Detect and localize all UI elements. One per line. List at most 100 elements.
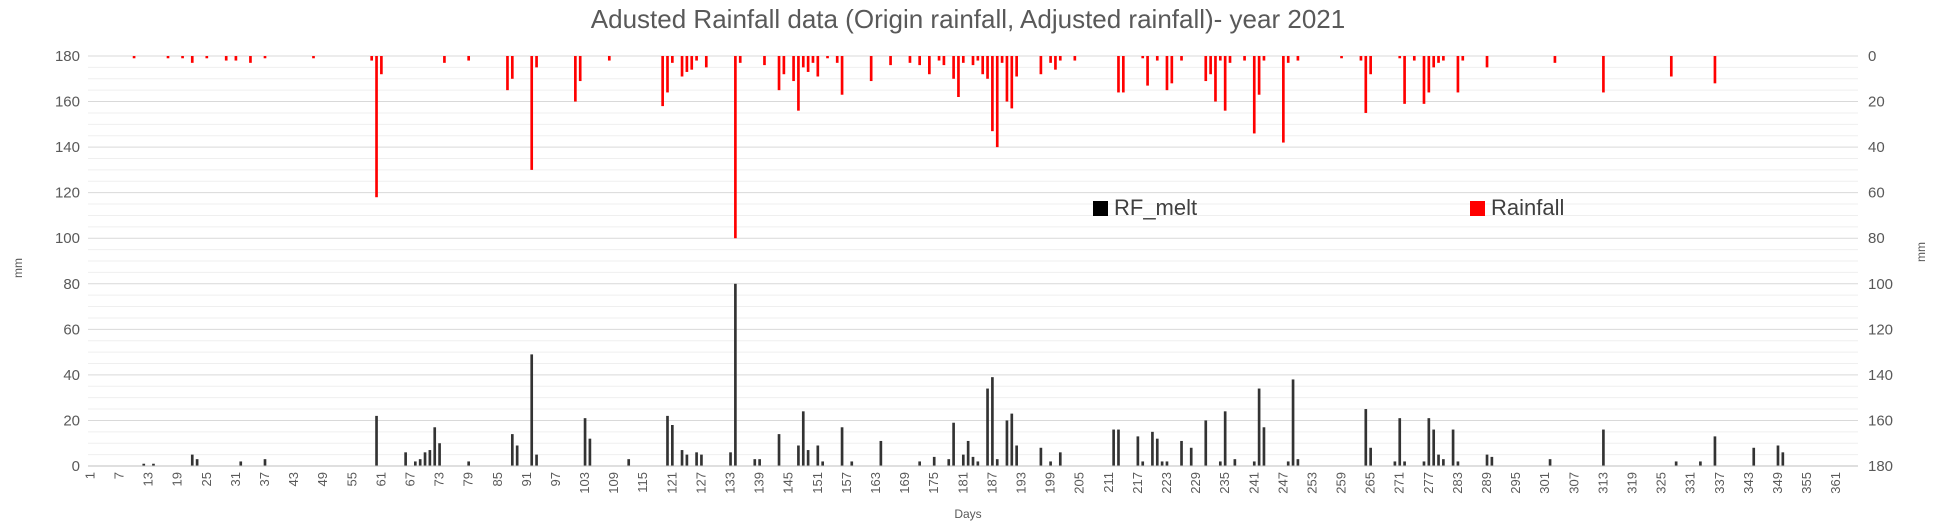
left-y-tick-label: 20: [63, 412, 80, 429]
rainfall-bar: [224, 56, 228, 61]
rainfall-bar: [777, 56, 781, 91]
rainfall-bar: [1262, 56, 1266, 61]
legend-swatch-rainfall: [1470, 201, 1485, 216]
rf-melt-bar: [239, 461, 243, 466]
x-tick-label: 193: [1013, 472, 1028, 494]
rf-melt-bar: [1223, 411, 1227, 466]
rf-melt-bar: [530, 354, 534, 466]
rf-melt-bar: [700, 454, 703, 466]
rf-melt-bar: [1257, 388, 1261, 466]
rainfall-bar: [942, 56, 946, 66]
rainfall-bar: [695, 56, 698, 61]
rf-melt-bar: [671, 425, 674, 466]
rainfall-bar: [840, 56, 844, 95]
rf-melt-bar: [840, 427, 844, 466]
rf-melt-bar: [1403, 461, 1406, 466]
x-tick-label: 235: [1217, 472, 1232, 494]
rf-melt-bar: [991, 377, 994, 466]
rainfall-bar: [1713, 56, 1717, 84]
x-tick-label: 7: [112, 472, 127, 479]
rf-melt-bar: [1752, 447, 1756, 466]
x-tick-label: 55: [344, 472, 359, 486]
rf-melt-bar: [195, 459, 199, 466]
x-axis-label: Days: [954, 507, 981, 521]
x-tick-label: 295: [1508, 472, 1523, 494]
rf-melt-bar: [1010, 413, 1014, 466]
rf-melt-bar: [801, 411, 805, 466]
rainfall-bar: [1146, 56, 1149, 86]
rainfall-bar: [1039, 56, 1043, 75]
rainfall-bar: [961, 56, 965, 63]
x-tick-label: 31: [228, 472, 243, 486]
rf-melt-bar: [423, 452, 427, 466]
rainfall-bar: [763, 56, 766, 66]
x-tick-label: 325: [1654, 472, 1669, 494]
x-tick-label: 307: [1566, 472, 1581, 494]
rf-melt-bar: [1776, 445, 1780, 466]
x-tick-label: 343: [1741, 472, 1756, 494]
rainfall-bars: [132, 56, 1717, 239]
rf-melt-bar: [1262, 427, 1266, 466]
rainfall-bar: [1403, 56, 1406, 104]
left-y-tick-label: 60: [63, 321, 80, 338]
left-y-tick-label: 120: [55, 185, 80, 202]
rf-melt-bar: [1393, 461, 1397, 466]
x-tick-label: 241: [1246, 472, 1261, 494]
rf-melt-bar: [588, 438, 592, 466]
right-y-tick-label: 120: [1868, 321, 1893, 338]
x-tick-label: 181: [955, 472, 970, 494]
rf-melt-bar: [510, 434, 514, 466]
rf-melt-bar: [1155, 438, 1159, 466]
rf-melt-bar: [797, 445, 800, 466]
rf-melt-bar: [1432, 429, 1436, 466]
rainfall-bar: [671, 56, 674, 63]
rainfall-bar: [1170, 56, 1174, 84]
rainfall-bar: [1218, 56, 1222, 61]
rf-melt-bar: [850, 461, 854, 466]
right-y-tick-labels: 180 160 140 120 100 80 60 40 20 0: [1868, 48, 1893, 475]
left-y-tick-label: 0: [72, 458, 80, 475]
rainfall-bar: [782, 56, 786, 75]
rf-melt-bar: [515, 445, 519, 466]
rainfall-bar: [937, 56, 941, 61]
rf-melt-bar: [1141, 461, 1145, 466]
rf-melt-bar: [438, 443, 441, 466]
rf-melt-bar: [1485, 454, 1489, 466]
rainfall-bar: [976, 56, 980, 61]
rainfall-bar: [1000, 56, 1004, 63]
rainfall-bar: [1214, 56, 1217, 102]
rainfall-bar: [467, 56, 471, 61]
rf-melt-bar: [190, 454, 194, 466]
rf-melt-bar: [1490, 456, 1494, 466]
x-tick-label: 217: [1130, 472, 1145, 494]
rainfall-bar: [1155, 56, 1159, 61]
right-y-tick-label: 20: [1868, 94, 1885, 111]
rf-melt-bar: [152, 463, 155, 466]
rf-melt-bar: [918, 461, 921, 466]
rainfall-bar: [1058, 56, 1062, 61]
rainfall-bar: [1432, 56, 1436, 68]
rainfall-bar: [510, 56, 514, 79]
rainfall-bar: [1286, 56, 1290, 63]
legend-swatch-rf-melt: [1093, 201, 1108, 216]
chart-title: Adusted Rainfall data (Origin rainfall, …: [591, 4, 1345, 34]
rainfall-bar: [792, 56, 795, 82]
rf-melt-bar: [1117, 429, 1120, 466]
rf-melt-bar: [1427, 418, 1431, 466]
rf-melt-bar: [1713, 436, 1717, 466]
rainfall-bar: [132, 56, 136, 59]
x-tick-label: 175: [926, 472, 941, 494]
x-tick-label: 199: [1043, 472, 1058, 494]
right-y-tick-label: 80: [1868, 230, 1885, 247]
x-tick-label: 361: [1828, 472, 1843, 494]
rf-melt-bar: [1049, 461, 1052, 466]
rf-melt-bar: [947, 459, 951, 466]
rf-melt-bar: [1233, 459, 1237, 466]
x-tick-label: 229: [1188, 472, 1203, 494]
rainfall-bar: [1141, 56, 1145, 59]
rainfall-bar: [1412, 56, 1416, 61]
x-tick-label: 313: [1595, 472, 1610, 494]
x-tick-label: 301: [1537, 472, 1552, 494]
rainfall-bar: [312, 56, 315, 59]
